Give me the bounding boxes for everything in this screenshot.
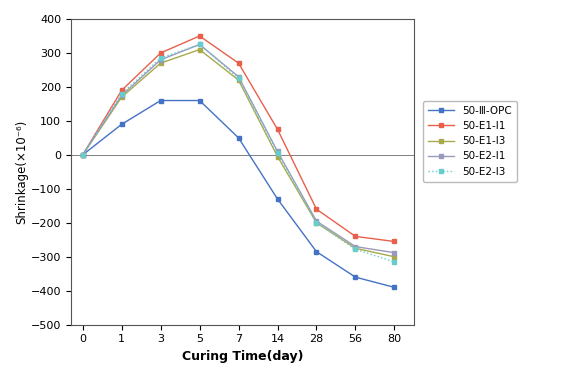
- Line: 50-E1-I1: 50-E1-I1: [81, 34, 397, 244]
- 50-E2-I1: [313, 219, 320, 223]
- 50-E2-I1: [196, 42, 203, 47]
- 50-Ⅲ-OPC: [352, 275, 359, 279]
- 50-E1-I1: [157, 51, 164, 55]
- X-axis label: Curing Time(day): Curing Time(day): [181, 350, 303, 363]
- Legend: 50-Ⅲ-OPC, 50-E1-I1, 50-E1-I3, 50-E2-I1, 50-E2-I3: 50-Ⅲ-OPC, 50-E1-I1, 50-E1-I3, 50-E2-I1, …: [422, 101, 517, 182]
- 50-E2-I3: [235, 76, 242, 81]
- Line: 50-E1-I3: 50-E1-I3: [81, 47, 397, 259]
- 50-E2-I3: [196, 42, 203, 47]
- 50-E1-I1: [352, 234, 359, 239]
- 50-E1-I3: [119, 95, 125, 99]
- 50-E1-I3: [235, 78, 242, 82]
- 50-E2-I3: [119, 91, 125, 96]
- 50-E2-I3: [352, 247, 359, 252]
- 50-E2-I3: [313, 220, 320, 225]
- 50-Ⅲ-OPC: [313, 249, 320, 254]
- 50-E1-I3: [352, 246, 359, 251]
- 50-E2-I1: [274, 149, 281, 154]
- 50-E2-I3: [157, 56, 164, 60]
- 50-Ⅲ-OPC: [157, 98, 164, 103]
- 50-Ⅲ-OPC: [391, 285, 398, 290]
- 50-Ⅲ-OPC: [119, 122, 125, 127]
- 50-E2-I3: [391, 260, 398, 264]
- 50-E2-I1: [235, 74, 242, 79]
- 50-Ⅲ-OPC: [79, 153, 86, 157]
- 50-E1-I1: [391, 239, 398, 244]
- Line: 50-Ⅲ-OPC: 50-Ⅲ-OPC: [81, 98, 397, 290]
- 50-E1-I1: [119, 88, 125, 93]
- 50-E2-I1: [391, 251, 398, 255]
- 50-E2-I3: [79, 153, 86, 157]
- Line: 50-E2-I1: 50-E2-I1: [81, 42, 397, 255]
- 50-E1-I1: [235, 61, 242, 65]
- 50-E2-I3: [274, 151, 281, 155]
- 50-E2-I1: [79, 153, 86, 157]
- 50-E1-I1: [79, 153, 86, 157]
- 50-E1-I3: [313, 220, 320, 225]
- 50-E1-I3: [157, 61, 164, 65]
- 50-E2-I1: [352, 244, 359, 249]
- 50-E1-I1: [274, 127, 281, 132]
- 50-E1-I1: [313, 207, 320, 212]
- 50-E2-I1: [119, 93, 125, 98]
- 50-E1-I3: [79, 153, 86, 157]
- 50-Ⅲ-OPC: [235, 136, 242, 140]
- 50-Ⅲ-OPC: [274, 197, 281, 201]
- 50-E1-I3: [196, 47, 203, 52]
- 50-E2-I1: [157, 57, 164, 62]
- 50-E1-I3: [391, 254, 398, 259]
- 50-E1-I3: [274, 154, 281, 159]
- 50-Ⅲ-OPC: [196, 98, 203, 103]
- Line: 50-E2-I3: 50-E2-I3: [81, 42, 397, 264]
- Y-axis label: Shrinkage(×10⁻⁶): Shrinkage(×10⁻⁶): [15, 120, 28, 224]
- 50-E1-I1: [196, 34, 203, 38]
